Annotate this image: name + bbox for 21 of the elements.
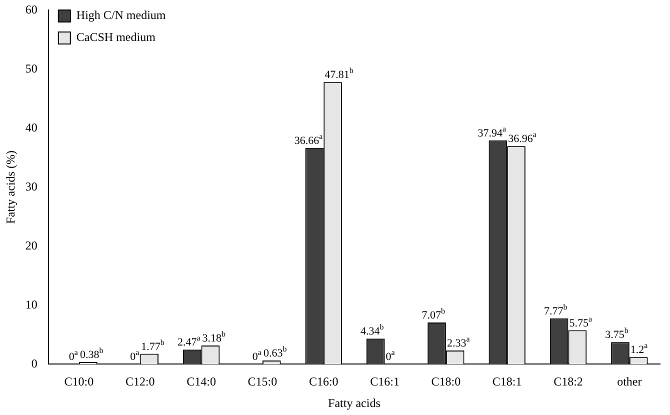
x-tick-label: C12:0 bbox=[125, 374, 155, 389]
y-axis-title: Fatty acids (%) bbox=[3, 150, 18, 224]
legend-label: High C/N medium bbox=[76, 8, 166, 22]
x-tick-label: C10:0 bbox=[64, 374, 94, 389]
x-tick-label: C14:0 bbox=[186, 374, 216, 389]
y-tick-label: 20 bbox=[25, 238, 38, 252]
y-tick-label: 40 bbox=[25, 120, 38, 134]
legend-label: CaCSH medium bbox=[76, 30, 156, 44]
y-tick-label: 0 bbox=[31, 356, 38, 370]
y-tick-label: 60 bbox=[25, 2, 38, 16]
x-tick-label: C18:0 bbox=[431, 374, 461, 389]
x-tick-label: C18:2 bbox=[554, 374, 583, 389]
x-tick-label: C18:1 bbox=[492, 374, 522, 389]
x-tick-label: C16:1 bbox=[370, 374, 400, 389]
x-tick-label: C16:0 bbox=[308, 374, 338, 389]
x-tick-label: C15:0 bbox=[248, 374, 278, 389]
y-tick-label: 30 bbox=[25, 179, 38, 194]
y-tick-label: 50 bbox=[25, 61, 38, 76]
x-tick-label: other bbox=[617, 374, 642, 389]
x-axis-title: Fatty acids bbox=[328, 396, 381, 410]
y-tick-label: 10 bbox=[25, 297, 38, 312]
